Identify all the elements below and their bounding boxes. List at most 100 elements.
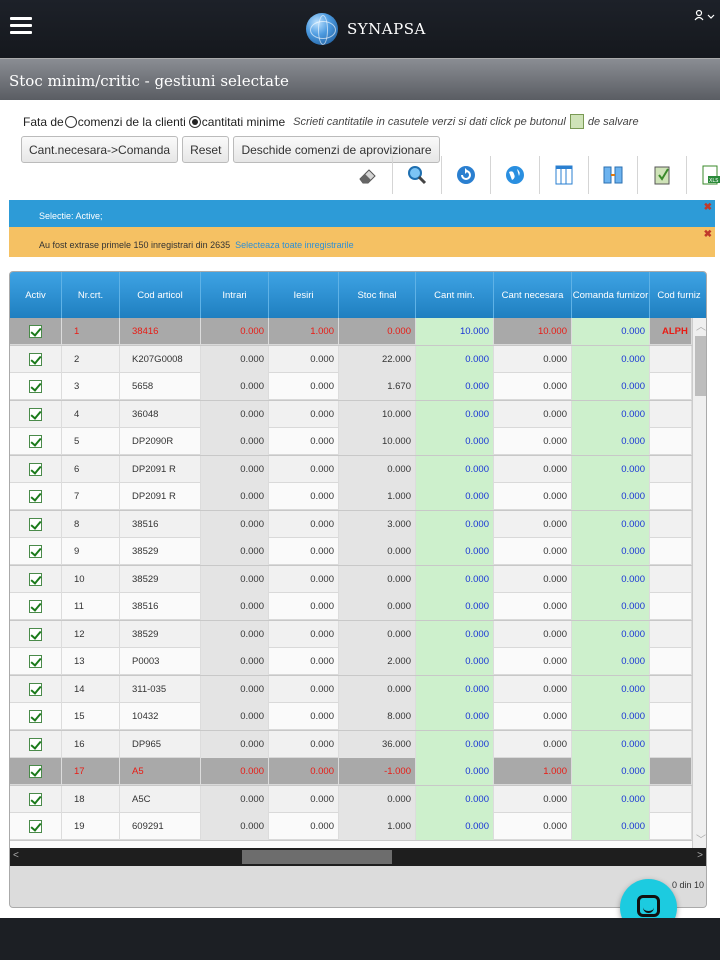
cell-min[interactable]: 0.000 bbox=[416, 703, 494, 730]
cell-activ[interactable] bbox=[10, 813, 62, 840]
refresh-tool[interactable] bbox=[441, 156, 490, 194]
cell-min[interactable]: 0.000 bbox=[416, 813, 494, 840]
cell-min[interactable]: 0.000 bbox=[416, 428, 494, 455]
active-checkbox[interactable] bbox=[29, 682, 42, 696]
user-menu[interactable] bbox=[694, 9, 716, 26]
scroll-left-icon[interactable]: < bbox=[13, 850, 19, 861]
to-order-button[interactable]: Cant.necesara->Comanda bbox=[21, 136, 179, 163]
cell-min[interactable]: 0.000 bbox=[416, 593, 494, 620]
reset-button[interactable]: Reset bbox=[182, 136, 230, 163]
search-tool[interactable] bbox=[392, 156, 441, 194]
table-row[interactable]: 2 K207G0008 0.000 0.000 22.000 0.000 0.000 0.00… bbox=[10, 345, 692, 373]
active-checkbox[interactable] bbox=[29, 572, 42, 586]
cell-activ[interactable] bbox=[10, 565, 62, 593]
cell-min[interactable]: 10.000 bbox=[416, 318, 494, 345]
cell-min[interactable]: 0.000 bbox=[416, 785, 494, 813]
close-selection-icon[interactable]: ✖ bbox=[703, 202, 712, 213]
active-checkbox[interactable] bbox=[29, 792, 42, 806]
active-checkbox[interactable] bbox=[29, 710, 42, 723]
active-checkbox[interactable] bbox=[29, 352, 42, 366]
cell-cmd[interactable]: 0.000 bbox=[572, 373, 650, 400]
col-nrcrt[interactable]: Nr.crt. bbox=[62, 272, 120, 318]
table-row[interactable]: 10 38529 0.000 0.000 0.000 0.000 0.000 0.000 bbox=[10, 565, 692, 593]
col-cant-necesara[interactable]: Cant necesara bbox=[494, 272, 572, 318]
table-row[interactable]: 9 38529 0.000 0.000 0.000 0.000 0.000 0.000 bbox=[10, 538, 692, 565]
table-row[interactable]: 5 DP2090R 0.000 0.000 10.000 0.000 0.000 0.000 bbox=[10, 428, 692, 455]
cell-activ[interactable] bbox=[10, 758, 62, 785]
table-row[interactable]: 13 P0003 0.000 0.000 2.000 0.000 0.000 0.000 bbox=[10, 648, 692, 675]
cell-cmd[interactable]: 0.000 bbox=[572, 703, 650, 730]
cell-min[interactable]: 0.000 bbox=[416, 345, 494, 373]
excel-tool[interactable]: XLS bbox=[686, 156, 720, 194]
split-tool[interactable] bbox=[588, 156, 637, 194]
cell-cmd[interactable]: 0.000 bbox=[572, 620, 650, 648]
select-all-link[interactable]: Selecteaza toate inregistrarile bbox=[235, 240, 354, 250]
col-comanda-furnizor[interactable]: Comanda furnizor bbox=[572, 272, 650, 318]
col-cant-min[interactable]: Cant min. bbox=[416, 272, 494, 318]
table-row[interactable]: 11 38516 0.000 0.000 0.000 0.000 0.000 0.000 bbox=[10, 593, 692, 620]
table-row[interactable]: 1 38416 0.000 1.000 0.000 10.000 10.000 0.000 AL… bbox=[10, 318, 692, 345]
vertical-scroll-thumb[interactable] bbox=[695, 336, 706, 396]
vertical-scrollbar[interactable]: ︿ ﹀ bbox=[692, 318, 706, 848]
cell-cmd[interactable]: 0.000 bbox=[572, 400, 650, 428]
cell-activ[interactable] bbox=[10, 538, 62, 565]
active-checkbox[interactable] bbox=[29, 820, 42, 833]
cell-cmd[interactable]: 0.000 bbox=[572, 538, 650, 565]
cell-activ[interactable] bbox=[10, 620, 62, 648]
cell-min[interactable]: 0.000 bbox=[416, 538, 494, 565]
col-iesiri[interactable]: Iesiri bbox=[269, 272, 339, 318]
col-intrari[interactable]: Intrari bbox=[201, 272, 269, 318]
cell-activ[interactable] bbox=[10, 593, 62, 620]
cell-cmd[interactable]: 0.000 bbox=[572, 345, 650, 373]
cell-min[interactable]: 0.000 bbox=[416, 400, 494, 428]
cell-activ[interactable] bbox=[10, 510, 62, 538]
horizontal-scroll-thumb[interactable] bbox=[242, 850, 392, 864]
col-cod-articol[interactable]: Cod articol bbox=[120, 272, 201, 318]
active-checkbox[interactable] bbox=[29, 737, 42, 751]
cell-activ[interactable] bbox=[10, 730, 62, 758]
scroll-down-icon[interactable]: ﹀ bbox=[696, 835, 706, 846]
cell-cmd[interactable]: 0.000 bbox=[572, 813, 650, 840]
cell-min[interactable]: 0.000 bbox=[416, 373, 494, 400]
cell-min[interactable]: 0.000 bbox=[416, 648, 494, 675]
horizontal-scrollbar[interactable]: < > bbox=[10, 848, 706, 866]
cell-min[interactable]: 0.000 bbox=[416, 675, 494, 703]
cell-activ[interactable] bbox=[10, 428, 62, 455]
col-cod-furnizor[interactable]: Cod furniz bbox=[657, 289, 701, 301]
cell-cmd[interactable]: 0.000 bbox=[572, 483, 650, 510]
scroll-up-icon[interactable]: ︿ bbox=[696, 322, 706, 333]
cell-cmd[interactable]: 0.000 bbox=[572, 510, 650, 538]
columns-tool[interactable] bbox=[539, 156, 588, 194]
cell-min[interactable]: 0.000 bbox=[416, 455, 494, 483]
cell-activ[interactable] bbox=[10, 373, 62, 400]
cell-cmd[interactable]: 0.000 bbox=[572, 730, 650, 758]
hamburger-icon[interactable] bbox=[10, 17, 32, 35]
table-row[interactable]: 19 609291 0.000 0.000 1.000 0.000 0.000 0.000 bbox=[10, 813, 692, 840]
globe-tool[interactable] bbox=[490, 156, 539, 194]
cell-activ[interactable] bbox=[10, 400, 62, 428]
cell-activ[interactable] bbox=[10, 345, 62, 373]
active-checkbox[interactable] bbox=[29, 517, 42, 531]
table-row[interactable]: 17 A5 0.000 0.000 -1.000 0.000 1.000 0.000 bbox=[10, 758, 692, 785]
cell-cmd[interactable]: 0.000 bbox=[572, 565, 650, 593]
table-row[interactable]: 14 311-035 0.000 0.000 0.000 0.000 0.000 0.000 bbox=[10, 675, 692, 703]
active-checkbox[interactable] bbox=[29, 765, 42, 778]
col-stoc-final[interactable]: Stoc final bbox=[339, 272, 416, 318]
cell-min[interactable]: 0.000 bbox=[416, 620, 494, 648]
active-checkbox[interactable] bbox=[29, 545, 42, 558]
table-row[interactable]: 8 38516 0.000 0.000 3.000 0.000 0.000 0.000 bbox=[10, 510, 692, 538]
cell-activ[interactable] bbox=[10, 703, 62, 730]
active-checkbox[interactable] bbox=[29, 600, 42, 613]
radio-minimum[interactable] bbox=[188, 115, 201, 128]
open-orders-button[interactable]: Deschide comenzi de aprovizionare bbox=[233, 136, 440, 163]
cell-cmd[interactable]: 0.000 bbox=[572, 455, 650, 483]
cell-activ[interactable] bbox=[10, 675, 62, 703]
cell-activ[interactable] bbox=[10, 318, 62, 345]
cell-cmd[interactable]: 0.000 bbox=[572, 758, 650, 785]
active-checkbox[interactable] bbox=[29, 627, 42, 641]
table-row[interactable]: 16 DP965 0.000 0.000 36.000 0.000 0.000 0.000 bbox=[10, 730, 692, 758]
eraser-tool[interactable] bbox=[343, 156, 392, 194]
active-checkbox[interactable] bbox=[29, 325, 42, 338]
cell-cmd[interactable]: 0.000 bbox=[572, 648, 650, 675]
table-row[interactable]: 6 DP2091 R 0.000 0.000 0.000 0.000 0.000 0.000 bbox=[10, 455, 692, 483]
